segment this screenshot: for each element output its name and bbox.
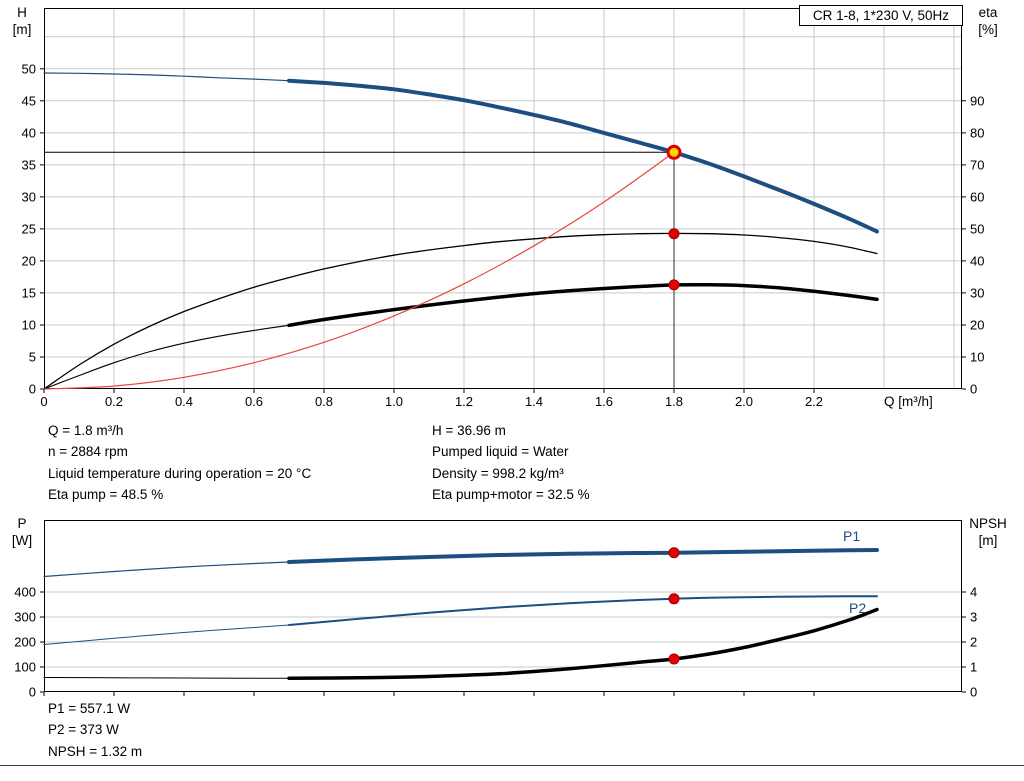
x-tick-label: 1.0 [385, 394, 403, 409]
x-tick-label: 1.8 [665, 394, 683, 409]
p1-curve-label: P1 [843, 528, 861, 544]
y-right-tick-label: 60 [970, 189, 984, 204]
x-tick-label: 0.4 [175, 394, 193, 409]
x-tick-label: 0.2 [105, 394, 123, 409]
series-eta-pump-motor [287, 282, 879, 328]
p-axis-unit: [W] [11, 533, 33, 548]
footer-divider [0, 765, 1024, 766]
h-axis-unit: [m] [12, 22, 32, 37]
y-left-tick-label: 100 [14, 660, 36, 675]
duty-info-right: H = 36.96 m Pumped liquid = Water Densit… [432, 420, 590, 505]
y-left-tick-label: 20 [22, 253, 36, 268]
series-p1 [287, 548, 879, 564]
info-line-npsh: NPSH = 1.32 m [48, 743, 143, 759]
eta-pump-motor-dot [668, 279, 680, 291]
npsh-dot [668, 653, 680, 665]
y-left-tick-label: 0 [29, 685, 36, 700]
pump-designation-box: CR 1-8, 1*230 V, 50Hz [798, 5, 963, 26]
x-tick-label: 0.8 [315, 394, 333, 409]
x-tick-label: 0 [40, 394, 47, 409]
y-right-tick-label: 50 [970, 221, 984, 236]
y-left-tick-label: 50 [22, 61, 36, 76]
h-axis-title: H [m] [2, 4, 42, 38]
series-eta-pump [43, 232, 878, 390]
series-eta-pump-motor-thin [43, 324, 290, 390]
eta-axis-symbol: eta [978, 5, 998, 20]
y-left-tick-label: 40 [22, 125, 36, 140]
plot-border [44, 520, 962, 692]
y-right-tick-label: 0 [970, 685, 977, 700]
npsh-axis-title: NPSH [m] [958, 515, 1018, 549]
x-tick-label: 1.4 [525, 394, 543, 409]
info-line-eta-pump: Eta pump = 48.5 % [48, 486, 164, 502]
info-line-p1: P1 = 557.1 W [48, 701, 131, 716]
y-right-tick-label: 80 [970, 125, 984, 140]
y-right-tick-label: 4 [970, 585, 977, 600]
info-line-liquid-temp: Liquid temperature during operation = 20… [48, 465, 312, 481]
hq-eta-chart: 0 0.2 0.4 0.6 0.8 1.0 1.2 1.4 1.6 1.8 2.0 2.2 0 5 10 15… [22, 8, 984, 409]
y-left-tick-label: 30 [22, 189, 36, 204]
duty-info-left: Q = 1.8 m³/h n = 2884 rpm Liquid tempera… [48, 420, 311, 505]
y-right-tick-label: 40 [970, 253, 984, 268]
y-right-tick-label: 30 [970, 285, 984, 300]
eta-pump-dot [668, 228, 680, 240]
info-line-pumped-liquid: Pumped liquid = Water [432, 444, 569, 460]
x-tick-label: 1.6 [595, 394, 613, 409]
y-left-tick-label: 200 [14, 635, 36, 650]
p-axis-symbol: P [17, 516, 27, 531]
y-right-tick-label: 10 [970, 350, 984, 365]
x-tick-label: 2.0 [735, 394, 753, 409]
info-line-speed: n = 2884 rpm [48, 444, 128, 460]
q-axis-title: Q [m³/h] [884, 394, 933, 409]
y-right-tick-label: 3 [970, 610, 977, 625]
series-p2 [288, 595, 878, 626]
y-left-tick-label: 0 [29, 382, 36, 397]
y-left-tick-label: 45 [22, 93, 36, 108]
p2-dot [668, 593, 680, 605]
y-right-tick-label: 0 [970, 382, 977, 397]
y-left-tick-label: 400 [14, 585, 36, 600]
p1-dot [668, 547, 680, 559]
y-right-tick-label: 90 [970, 93, 984, 108]
y-right-tick-label: 1 [970, 660, 977, 675]
y-right-tick-label: 70 [970, 157, 984, 172]
series-pump-curve-thin [43, 72, 290, 82]
y-left-tick-label: 10 [22, 318, 36, 333]
info-line-q: Q = 1.8 m³/h [48, 423, 124, 438]
p-axis-title: P [W] [2, 515, 42, 549]
power-npsh-chart: 0 100 200 300 400 0 1 2 3 4 [14, 520, 977, 700]
y-right-tick-label: 20 [970, 318, 984, 333]
y-left-tick-label: 5 [29, 350, 36, 365]
y-left-tick-label: 15 [22, 285, 36, 300]
y-left-tick-label: 35 [22, 157, 36, 172]
duty-point[interactable] [666, 144, 682, 160]
y-right-tick-label: 2 [970, 635, 977, 650]
series-p1-thin [43, 561, 290, 578]
x-tick-label: 1.2 [455, 394, 473, 409]
eta-axis-title: eta [%] [962, 4, 1014, 38]
eta-axis-unit: [%] [978, 22, 998, 37]
y-left-tick-label: 25 [22, 221, 36, 236]
info-line-density: Density = 998.2 kg/m³ [432, 465, 564, 481]
info-line-head: H = 36.96 m [432, 423, 506, 438]
h-axis-symbol: H [17, 5, 27, 20]
x-tick-label: 2.2 [805, 394, 823, 409]
series-pump-curve [287, 78, 879, 234]
series-npsh-thin [43, 677, 290, 679]
info-line-p2: P2 = 373 W [48, 722, 119, 738]
info-line-eta-pump-motor: Eta pump+motor = 32.5 % [432, 486, 590, 502]
npsh-axis-unit: [m] [978, 533, 998, 548]
series-p2-thin [43, 624, 290, 645]
y-left-tick-label: 300 [14, 610, 36, 625]
p2-curve-label: P2 [849, 600, 867, 616]
series-system-curve [43, 151, 675, 390]
plot-border [44, 8, 962, 389]
series-npsh [287, 607, 879, 681]
x-tick-label: 0.6 [245, 394, 263, 409]
power-info: P1 = 557.1 W P2 = 373 W NPSH = 1.32 m [48, 698, 142, 762]
npsh-axis-symbol: NPSH [969, 516, 1007, 531]
